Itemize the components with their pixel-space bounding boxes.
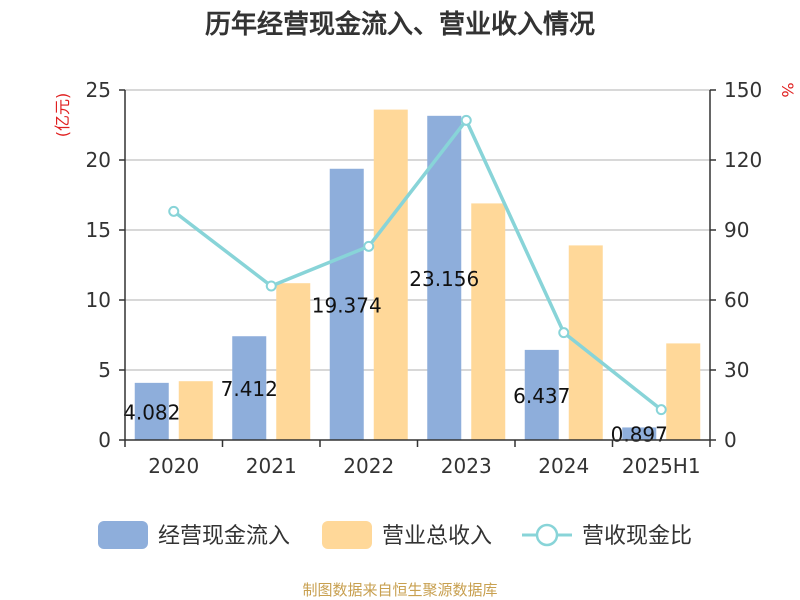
bar-cash-inflow (427, 115, 462, 440)
x-tick-label: 2020 (148, 454, 199, 478)
left-tick-label: 20 (86, 148, 111, 172)
ratio-point (558, 327, 570, 339)
ratio-line (172, 116, 663, 412)
right-tick-label: 150 (724, 78, 762, 102)
legend-swatch-cash-inflow (98, 521, 148, 549)
x-tick-label: 2023 (441, 454, 492, 478)
x-tick-label: 2024 (538, 454, 589, 478)
left-axis-label: (亿元) (53, 93, 72, 138)
bar-cash-inflow (329, 168, 364, 440)
left-tick-label: 10 (86, 288, 111, 312)
data-label: 19.374 (312, 293, 382, 317)
legend-label-cash-inflow: 经营现金流入 (158, 524, 290, 549)
bar-cash-inflow (134, 382, 169, 440)
right-tick-label: 0 (724, 428, 737, 452)
data-labels: 4.082 7.412 19.374 23.156 6.437 0.897 (123, 267, 668, 447)
bar-cash-inflow (524, 349, 559, 440)
data-label: 7.412 (221, 377, 278, 401)
right-tick-label: 120 (724, 148, 762, 172)
data-label: 0.897 (611, 423, 668, 447)
grid (125, 89, 710, 371)
data-label: 6.437 (513, 384, 570, 408)
bar-cash-inflow (622, 427, 657, 440)
chart-title: 历年经营现金流入、营业收入情况 (205, 9, 595, 40)
left-tick-label: 0 (98, 428, 111, 452)
right-tick-label: 90 (724, 218, 749, 242)
bar-revenue (373, 109, 408, 440)
bar-revenue (666, 343, 701, 440)
ratio-point (363, 240, 375, 252)
ratio-point (460, 114, 472, 126)
ratio-point (168, 205, 180, 217)
legend-label-ratio: 营收现金比 (582, 524, 692, 549)
right-tick-label: 30 (724, 358, 749, 382)
legend-swatch-revenue (322, 521, 372, 549)
line-series (168, 114, 667, 416)
legend-swatch-ratio-marker (535, 523, 559, 547)
legend-label-revenue: 营业总收入 (382, 524, 492, 549)
left-tick-label: 25 (86, 78, 111, 102)
data-label: 4.082 (123, 400, 180, 424)
x-tick-label: 2025H1 (622, 454, 701, 478)
right-tick-label: 60 (724, 288, 749, 312)
legend: 经营现金流入 营业总收入 营收现金比 (98, 521, 692, 549)
bar-revenue (178, 381, 213, 440)
bar-cash-inflow (232, 336, 267, 440)
axes: 0 5 10 15 20 25 0 30 60 90 120 150 2020 2021 2022 2023 2… (86, 78, 763, 478)
bar-revenue (471, 203, 506, 440)
x-tick-label: 2022 (343, 454, 394, 478)
left-tick-label: 15 (86, 218, 111, 242)
ratio-point (265, 280, 277, 292)
data-label: 23.156 (409, 267, 479, 291)
bars (134, 109, 701, 440)
ratio-point (655, 404, 667, 416)
x-tick-label: 2021 (246, 454, 297, 478)
source-note: 制图数据来自恒生聚源数据库 (302, 581, 497, 599)
right-axis-label: % (778, 82, 797, 97)
left-tick-label: 5 (98, 358, 111, 382)
bar-revenue (276, 283, 311, 440)
